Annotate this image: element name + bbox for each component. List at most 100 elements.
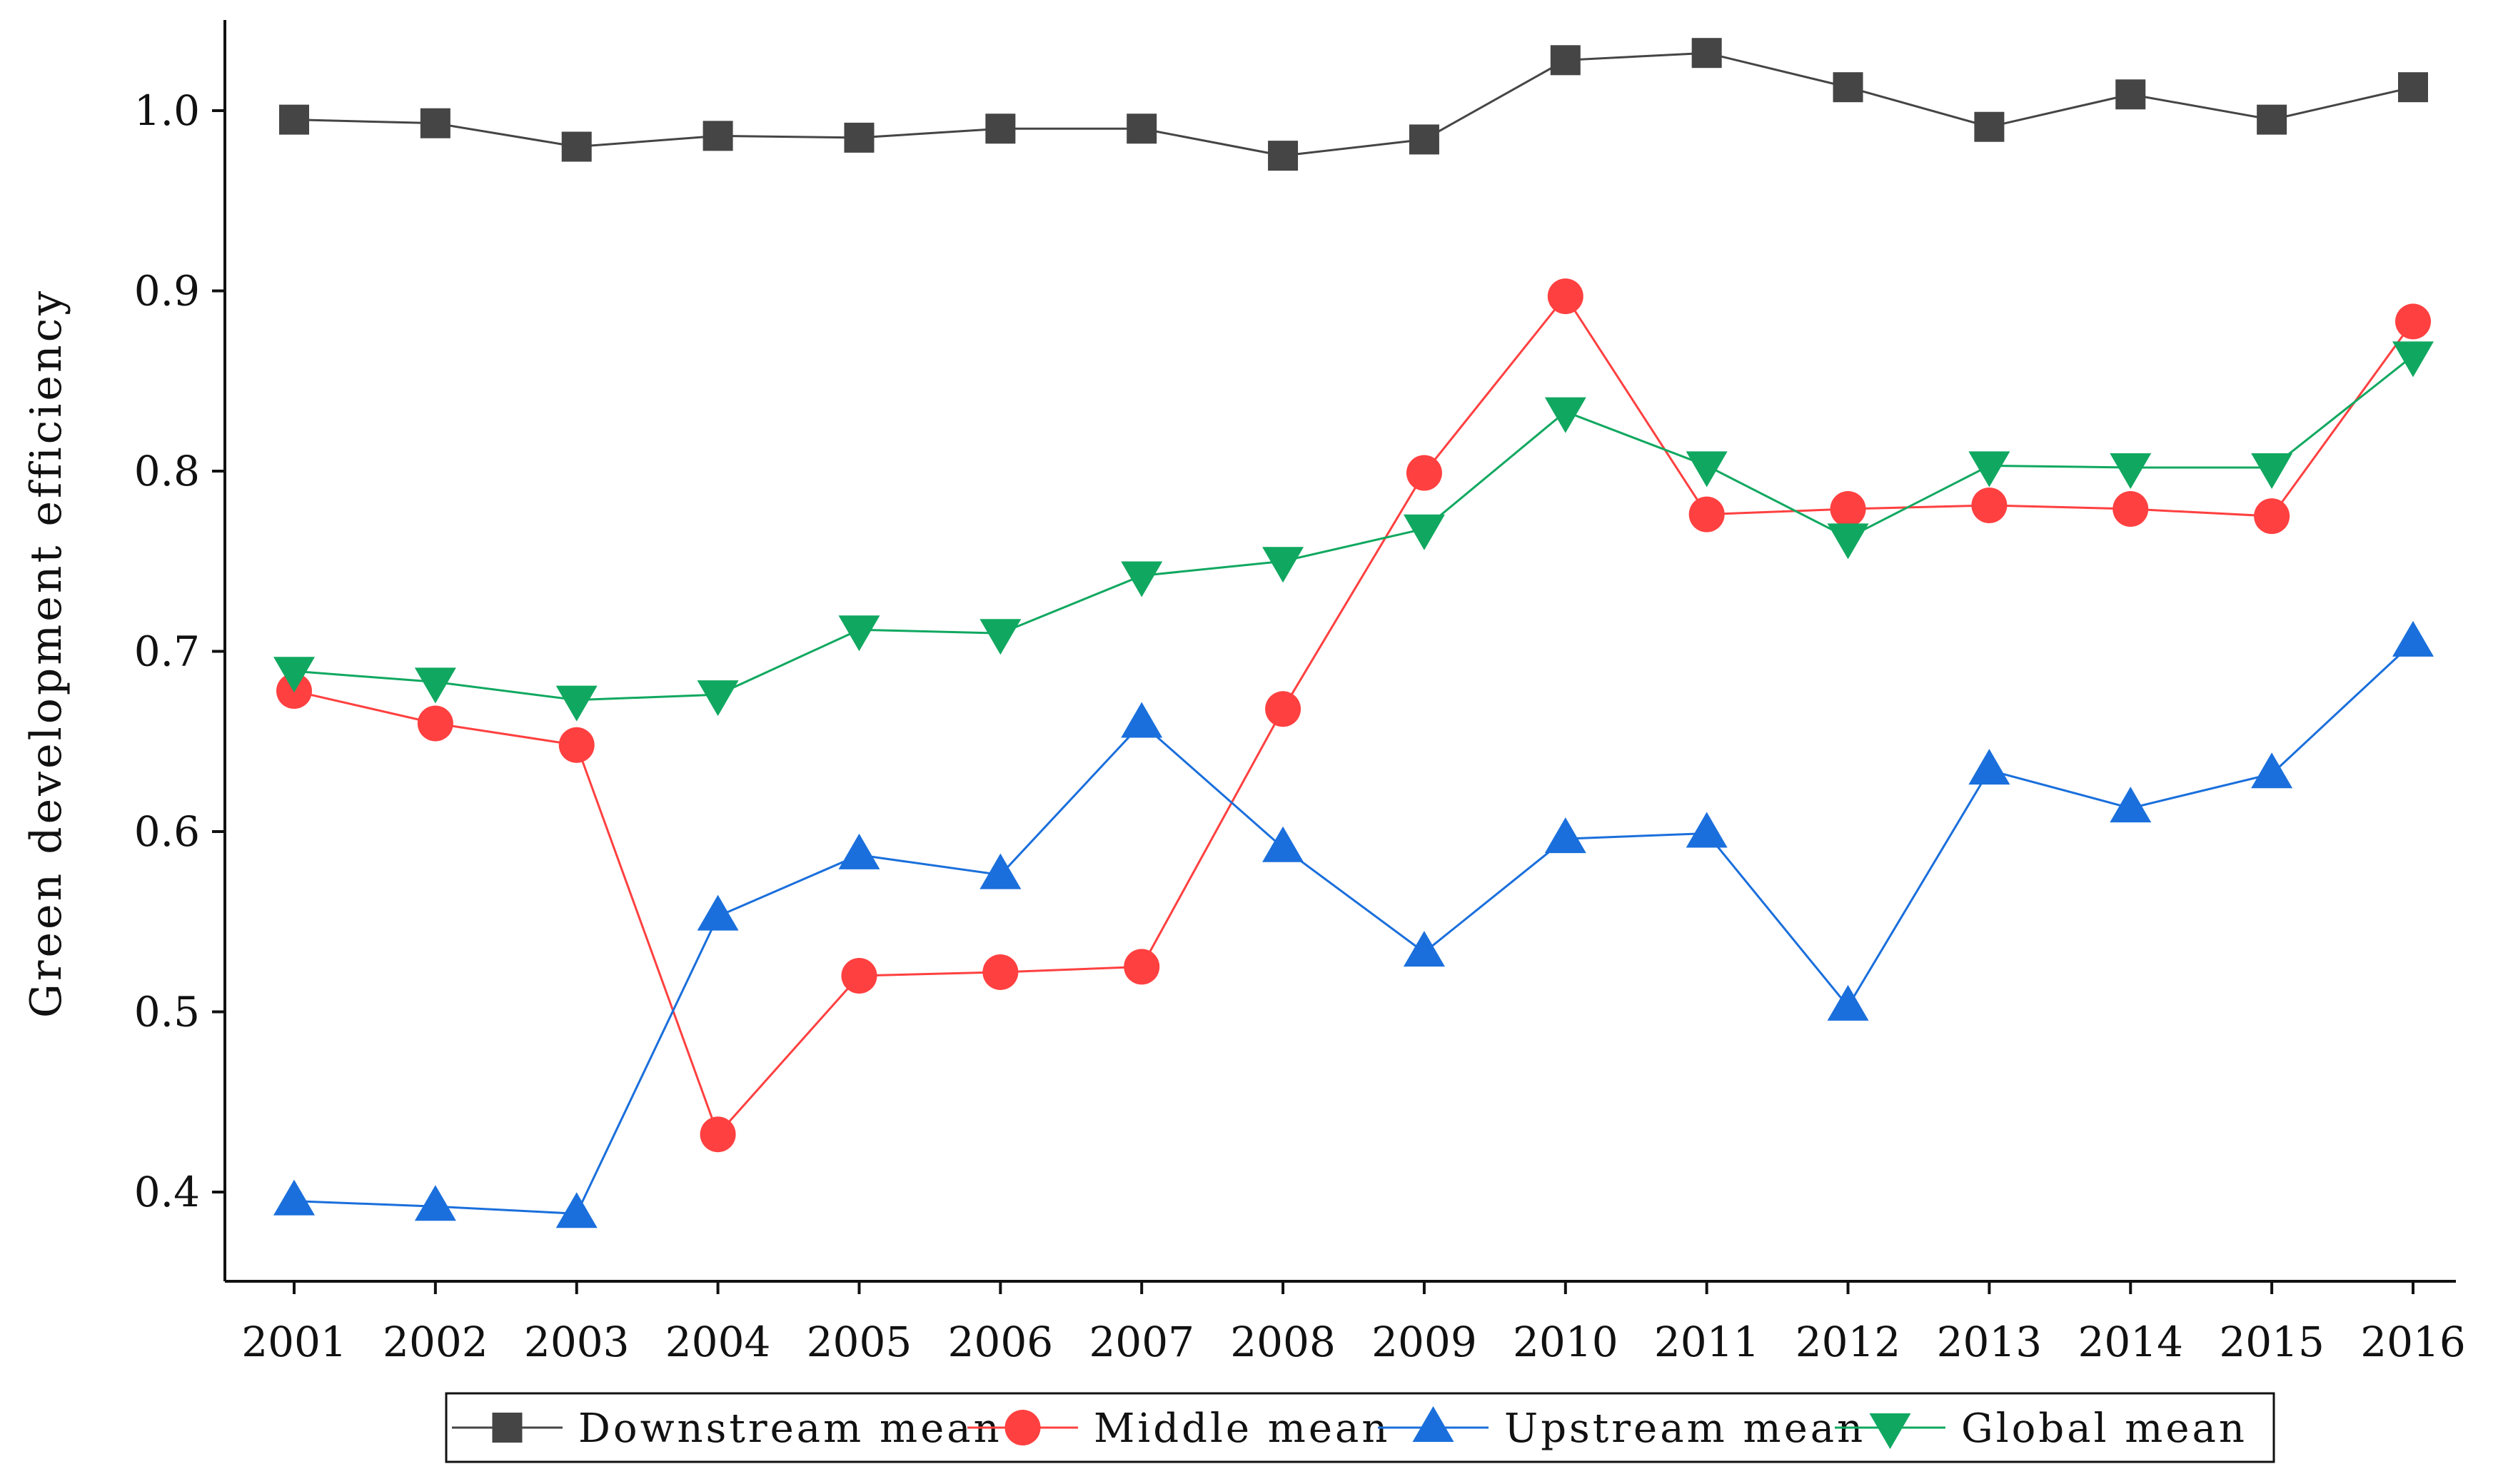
data-point-global-mean xyxy=(414,667,456,704)
x-tick-label: 2006 xyxy=(948,1318,1054,1366)
data-point-downstream-mean xyxy=(1409,124,1439,155)
y-tick-label: 0.6 xyxy=(134,807,200,856)
data-point-middle-mean xyxy=(417,705,453,742)
data-point-global-mean xyxy=(1121,561,1163,597)
data-point-upstream-mean xyxy=(414,1185,456,1221)
data-point-middle-mean xyxy=(558,727,595,763)
data-point-downstream-mean xyxy=(561,131,592,162)
x-tick-label: 2001 xyxy=(241,1318,347,1366)
data-point-middle-mean xyxy=(1688,496,1725,532)
legend-marker-upstream-mean xyxy=(1412,1406,1454,1442)
data-point-downstream-mean xyxy=(2115,79,2146,110)
data-point-downstream-mean xyxy=(279,104,309,135)
y-ticks: 0.4 0.5 0.6 0.7 0.8 0.9 1.0 xyxy=(134,86,225,1216)
data-point-downstream-mean xyxy=(1268,141,1299,171)
legend-label: Global mean xyxy=(1961,1405,2247,1452)
data-point-global-mean xyxy=(1544,397,1586,433)
y-tick-label: 1.0 xyxy=(134,86,200,135)
data-point-upstream-mean xyxy=(1403,931,1445,967)
data-point-global-mean xyxy=(1686,451,1728,488)
data-point-upstream-mean xyxy=(1262,826,1304,862)
data-point-upstream-mean xyxy=(555,1192,598,1228)
series-line-upstream-mean xyxy=(293,641,2414,1215)
data-point-upstream-mean xyxy=(1544,817,1586,854)
data-point-middle-mean xyxy=(1971,487,2008,523)
x-tick-label: 2010 xyxy=(1513,1318,1618,1366)
x-tick-label: 2004 xyxy=(665,1318,771,1366)
data-point-global-mean xyxy=(555,685,598,722)
legend-label: Middle mean xyxy=(1094,1405,1391,1452)
data-point-downstream-mean xyxy=(2398,72,2428,103)
data-point-global-mean xyxy=(273,657,315,693)
legend-marker-downstream-mean xyxy=(492,1413,523,1443)
data-point-downstream-mean xyxy=(985,113,1016,144)
legend-item-upstream-mean: Upstream mean xyxy=(1378,1405,1865,1452)
data-point-downstream-mean xyxy=(844,122,875,153)
data-point-global-mean xyxy=(1827,523,1869,560)
data-point-downstream-mean xyxy=(1833,72,1863,103)
data-point-global-mean xyxy=(1968,451,2010,488)
data-point-global-mean xyxy=(838,615,880,652)
legend-label: Upstream mean xyxy=(1504,1405,1865,1452)
x-tick-label: 2011 xyxy=(1654,1318,1760,1366)
x-tick-label: 2012 xyxy=(1796,1318,1901,1366)
data-point-downstream-mean xyxy=(1550,45,1581,76)
series-layer xyxy=(273,38,2434,1228)
legend-item-global-mean: Global mean xyxy=(1835,1405,2247,1452)
data-point-downstream-mean xyxy=(1691,38,1722,69)
legend-box xyxy=(445,1392,2275,1463)
y-axis-label: Green development efficiency xyxy=(21,288,71,1018)
data-point-upstream-mean xyxy=(697,894,739,931)
y-tick-label: 0.4 xyxy=(134,1168,200,1216)
x-tick-label: 2002 xyxy=(383,1318,488,1366)
x-tick-label: 2008 xyxy=(1230,1318,1336,1366)
x-tick-label: 2013 xyxy=(1937,1318,2043,1366)
x-tick-label: 2003 xyxy=(524,1318,630,1366)
x-tick-label: 2014 xyxy=(2078,1318,2183,1366)
data-point-global-mean xyxy=(1403,514,1445,550)
data-point-upstream-mean xyxy=(2110,787,2152,823)
data-point-middle-mean xyxy=(1406,455,1442,491)
x-ticks: 2001 2002 2003 2004 2005 2006 2007 2008 2009 2010… xyxy=(241,1281,2466,1366)
series-line-global-mean xyxy=(293,355,2414,702)
x-tick-label: 2009 xyxy=(1371,1318,1477,1366)
data-point-upstream-mean xyxy=(1121,702,1163,738)
legend-item-downstream-mean: Downstream mean xyxy=(452,1405,999,1452)
data-point-upstream-mean xyxy=(2251,752,2293,789)
data-point-middle-mean xyxy=(2112,491,2149,528)
data-point-downstream-mean xyxy=(2257,104,2287,135)
data-point-global-mean xyxy=(697,680,739,717)
data-point-middle-mean xyxy=(1124,949,1160,985)
legend-item-middle-mean: Middle mean xyxy=(967,1405,1391,1452)
data-point-downstream-mean xyxy=(1127,113,1157,144)
data-point-middle-mean xyxy=(2254,498,2290,535)
data-point-downstream-mean xyxy=(1974,111,2005,142)
legend-marker-middle-mean xyxy=(1004,1410,1041,1445)
data-point-global-mean xyxy=(1262,547,1304,583)
x-tick-label: 2005 xyxy=(807,1318,912,1366)
legend-marker-global-mean xyxy=(1869,1413,1911,1449)
data-point-middle-mean xyxy=(1265,691,1301,727)
y-tick-label: 0.9 xyxy=(134,267,200,316)
data-point-downstream-mean xyxy=(420,108,450,138)
data-point-upstream-mean xyxy=(273,1179,315,1216)
series-upstream-mean xyxy=(273,620,2434,1228)
data-point-middle-mean xyxy=(2395,303,2431,340)
data-point-global-mean xyxy=(2251,453,2293,489)
data-point-upstream-mean xyxy=(1827,984,1869,1021)
series-line-middle-mean xyxy=(293,294,2414,1137)
x-tick-label: 2015 xyxy=(2219,1318,2325,1366)
data-point-global-mean xyxy=(2392,341,2434,378)
series-global-mean xyxy=(273,341,2434,722)
series-middle-mean xyxy=(276,278,2431,1153)
data-point-middle-mean xyxy=(1830,491,1866,528)
legend: Downstream mean Middle mean Upstream mean G… xyxy=(445,1392,2275,1463)
data-point-global-mean xyxy=(979,619,1022,655)
series-downstream-mean xyxy=(279,38,2428,171)
data-point-middle-mean xyxy=(1547,278,1583,315)
y-tick-label: 0.8 xyxy=(134,447,200,495)
y-tick-label: 0.5 xyxy=(134,988,200,1036)
data-point-downstream-mean xyxy=(702,121,733,151)
x-tick-label: 2016 xyxy=(2360,1318,2466,1366)
